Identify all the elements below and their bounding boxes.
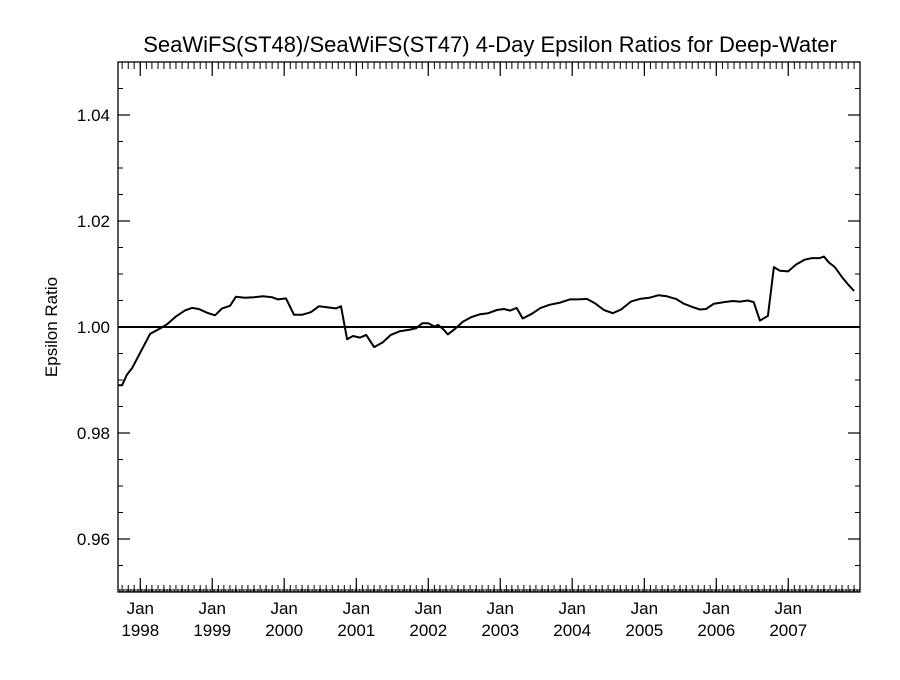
x-tick-month-label: Jan	[127, 599, 154, 618]
x-tick-month-label: Jan	[270, 599, 297, 618]
y-axis-label: Epsilon Ratio	[42, 277, 61, 377]
x-tick-year-label: 2005	[625, 621, 663, 640]
y-tick-label: 1.00	[77, 318, 110, 337]
y-tick-label: 0.98	[77, 424, 110, 443]
x-tick-year-label: 2003	[481, 621, 519, 640]
x-tick-month-label: Jan	[199, 599, 226, 618]
x-tick-year-label: 2007	[769, 621, 807, 640]
x-tick-year-label: 2004	[553, 621, 591, 640]
x-tick-month-label: Jan	[703, 599, 730, 618]
x-tick-year-label: 2002	[409, 621, 447, 640]
x-tick-month-label: Jan	[487, 599, 514, 618]
x-tick-year-label: 2000	[265, 621, 303, 640]
epsilon-ratio-series-line	[118, 255, 855, 387]
axes-layer: 0.96 0.98 1.00 1.02 1.04 Jan 1998 Jan 1999 Jan 200…	[77, 61, 860, 640]
x-tick-month-label: Jan	[343, 599, 370, 618]
x-tick-year-label: 1998	[121, 621, 159, 640]
y-tick-label: 0.96	[77, 530, 110, 549]
chart-title: SeaWiFS(ST48)/SeaWiFS(ST47) 4-Day Epsilo…	[143, 32, 837, 57]
x-tick-month-label: Jan	[775, 599, 802, 618]
y-tick-label: 1.02	[77, 212, 110, 231]
y-tick-label: 1.04	[77, 106, 110, 125]
x-tick-month-label: Jan	[415, 599, 442, 618]
x-tick-month-label: Jan	[631, 599, 658, 618]
x-tick-year-label: 2006	[697, 621, 735, 640]
x-tick-year-label: 2001	[337, 621, 375, 640]
data-layer	[118, 255, 860, 387]
x-tick-month-label: Jan	[558, 599, 585, 618]
x-tick-year-label: 1999	[193, 621, 231, 640]
